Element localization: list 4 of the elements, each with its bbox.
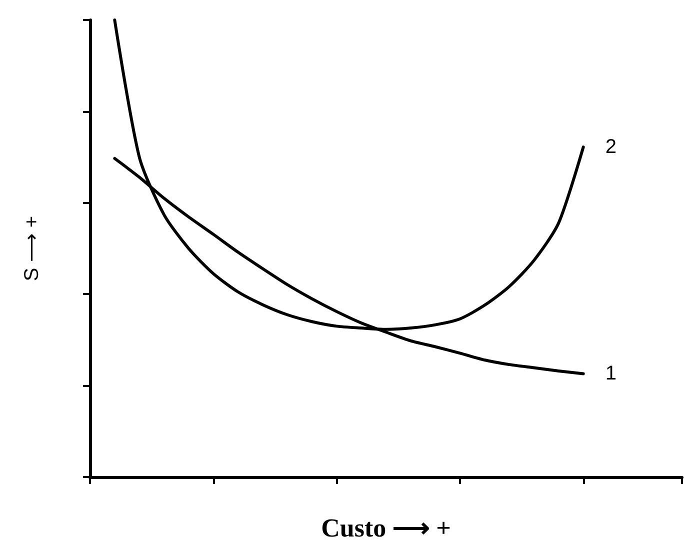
x-axis-title: Custo ⟶ + [321, 514, 451, 542]
series-label: 1 [605, 362, 616, 385]
y-axis-title: S ⟶ + [21, 216, 43, 282]
series-label: 2 [605, 136, 616, 158]
